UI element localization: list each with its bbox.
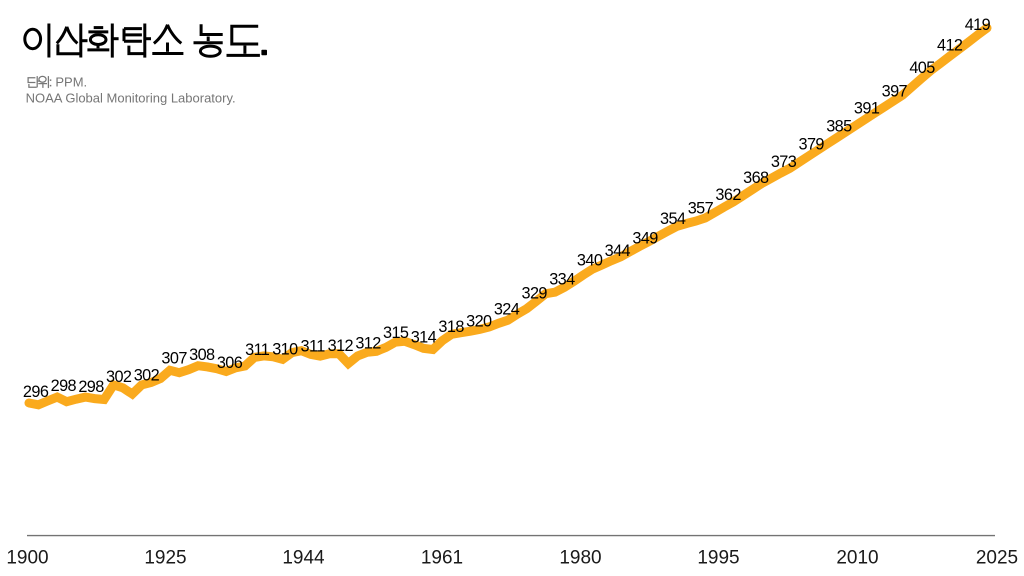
svg-text:362: 362 bbox=[715, 186, 741, 204]
svg-text:397: 397 bbox=[882, 82, 908, 100]
svg-text:391: 391 bbox=[854, 100, 880, 118]
svg-text:2010: 2010 bbox=[836, 547, 878, 568]
svg-text:302: 302 bbox=[106, 368, 132, 386]
svg-text:312: 312 bbox=[355, 335, 381, 353]
svg-text:PPM.: PPM. bbox=[55, 74, 87, 89]
svg-text:334: 334 bbox=[549, 271, 575, 289]
svg-text:314: 314 bbox=[411, 329, 437, 347]
svg-text:1995: 1995 bbox=[697, 547, 739, 568]
svg-text:296: 296 bbox=[23, 383, 49, 401]
svg-text:307: 307 bbox=[161, 350, 187, 368]
svg-text:298: 298 bbox=[51, 377, 77, 395]
svg-text:NOAA Global Monitoring Laborat: NOAA Global Monitoring Laboratory. bbox=[26, 90, 236, 105]
svg-text:306: 306 bbox=[217, 354, 243, 372]
svg-text:1980: 1980 bbox=[559, 547, 601, 568]
svg-text:320: 320 bbox=[466, 313, 492, 331]
svg-text:310: 310 bbox=[272, 341, 298, 359]
svg-text:385: 385 bbox=[826, 118, 852, 136]
svg-text:298: 298 bbox=[78, 378, 104, 396]
svg-text:318: 318 bbox=[438, 318, 464, 336]
svg-text:340: 340 bbox=[577, 252, 603, 270]
svg-text:1961: 1961 bbox=[421, 547, 463, 568]
svg-text:412: 412 bbox=[937, 36, 963, 54]
svg-text:308: 308 bbox=[189, 346, 215, 364]
svg-text:315: 315 bbox=[383, 324, 409, 342]
svg-text:405: 405 bbox=[909, 59, 935, 77]
svg-text:311: 311 bbox=[245, 341, 270, 359]
svg-text:373: 373 bbox=[771, 153, 797, 171]
svg-text:311: 311 bbox=[301, 338, 326, 356]
svg-text:357: 357 bbox=[688, 200, 714, 218]
svg-text:344: 344 bbox=[605, 242, 631, 260]
svg-text:302: 302 bbox=[134, 367, 160, 385]
svg-text:368: 368 bbox=[743, 169, 769, 187]
svg-text:1900: 1900 bbox=[6, 547, 48, 568]
svg-text:354: 354 bbox=[660, 210, 686, 228]
svg-text:329: 329 bbox=[522, 285, 548, 303]
svg-text:419: 419 bbox=[965, 16, 991, 34]
svg-text:1944: 1944 bbox=[282, 547, 325, 568]
svg-text:349: 349 bbox=[632, 230, 658, 248]
svg-text:1925: 1925 bbox=[144, 547, 186, 568]
svg-text:379: 379 bbox=[799, 136, 825, 154]
svg-text:324: 324 bbox=[494, 301, 520, 319]
svg-text:2025: 2025 bbox=[976, 547, 1018, 568]
svg-text:312: 312 bbox=[328, 337, 354, 355]
